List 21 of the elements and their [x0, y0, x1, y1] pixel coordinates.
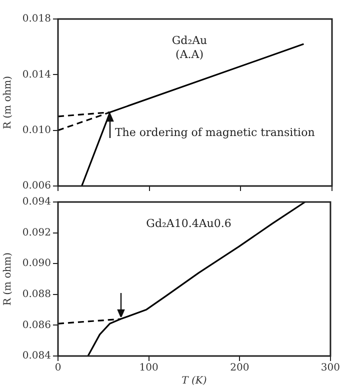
x-tick-label: 100 [139, 362, 158, 374]
y-tick-label: 0.010 [22, 124, 51, 136]
x-tick-label: 200 [230, 362, 250, 374]
y-tick-label: 0.088 [22, 288, 51, 300]
annotation: (A.A) [176, 48, 204, 61]
x-tick-label: 300 [320, 362, 340, 374]
y-tick-label: 0.086 [22, 320, 51, 331]
y-tick-label: 0.084 [22, 350, 51, 362]
annotation: The ordering of magnetic transition [114, 126, 315, 140]
y-tick-label: 0.006 [22, 180, 51, 192]
x-tick-label: 0 [54, 362, 62, 374]
y-tick-label: 0.018 [22, 14, 51, 25]
y-tick-label: 0.092 [22, 227, 51, 238]
annotation: Gd₂A10.4Au0.6 [146, 216, 232, 230]
annotation: Gd₂Au [172, 34, 208, 47]
y-tick-label: 0.090 [22, 258, 51, 270]
y-axis-title: R (m ohm) [2, 76, 14, 130]
y-axis-title: R (m ohm) [2, 252, 14, 306]
y-tick-label: 0.014 [22, 69, 51, 80]
x-axis-title: T (K) [182, 376, 207, 387]
y-tick-label: 0.094 [22, 196, 51, 208]
